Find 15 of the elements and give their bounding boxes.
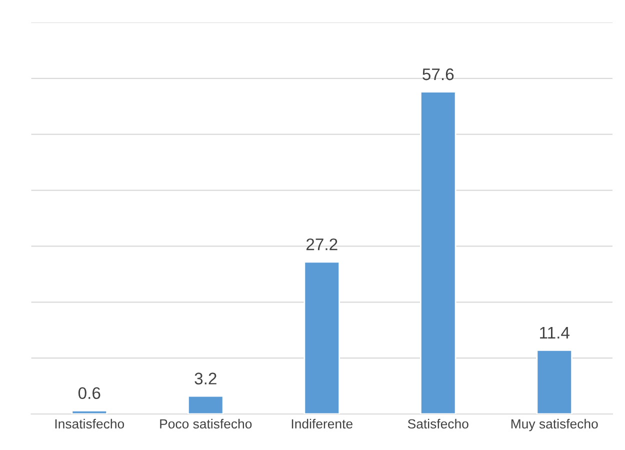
data-label: 11.4 (540, 326, 570, 338)
x-tick-label: Muy satisfecho (511, 418, 598, 432)
bar (187, 395, 224, 414)
bar (536, 350, 573, 414)
x-tick-label: Satisfecho (408, 418, 468, 429)
x-tick-label: Poco satisfecho (160, 418, 252, 429)
x-tick-label: Indiferente (292, 418, 352, 429)
data-label: 57.6 (422, 68, 454, 80)
x-tick-label: Insatisfecho (55, 418, 124, 429)
bar (304, 261, 340, 414)
data-label: 3.2 (194, 372, 216, 384)
bar (71, 410, 108, 414)
data-label: 27.2 (306, 238, 338, 250)
bar (420, 91, 456, 414)
data-label: 0.6 (78, 387, 100, 400)
